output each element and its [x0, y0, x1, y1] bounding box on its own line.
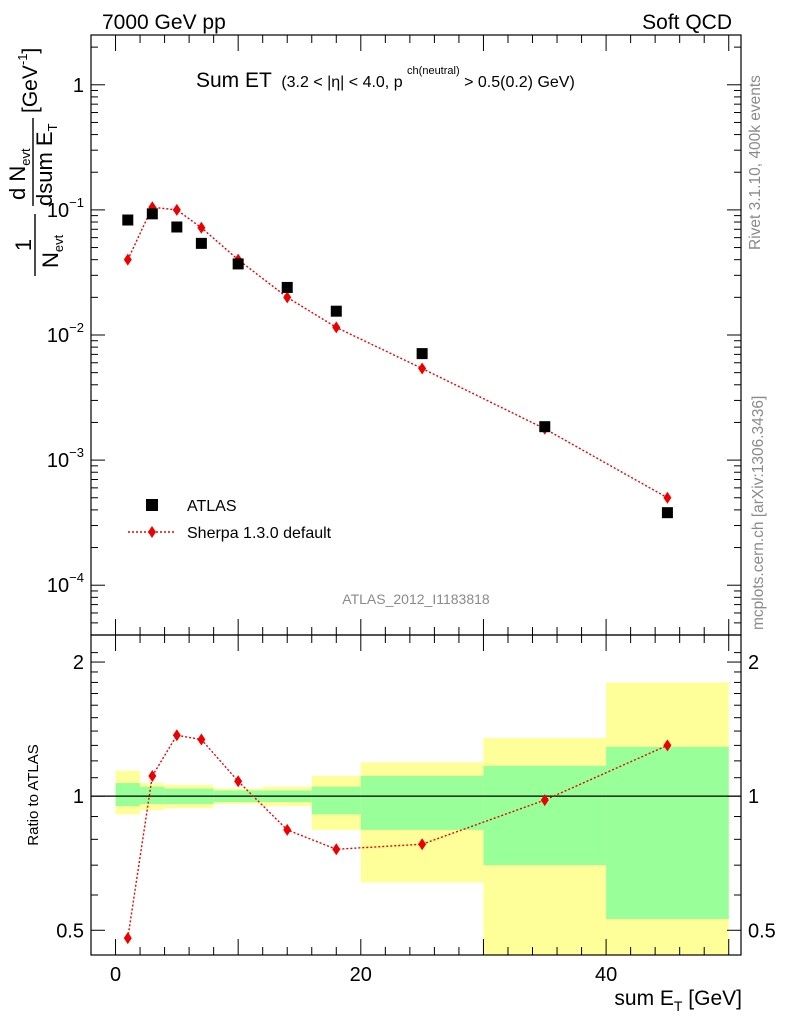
x-tick-label-2: 40 [595, 964, 617, 986]
axis-ticks [91, 35, 741, 955]
sherpa-point-2 [172, 203, 181, 216]
ratio-y-tick-label-right-1: 1 [748, 786, 759, 808]
sherpa-ratio-point-5 [283, 823, 292, 836]
band-inner-5 [311, 786, 361, 815]
main-plot-frame [90, 34, 742, 636]
ylabel-pre-num: 1 [11, 239, 36, 251]
rivet-label: Rivet 3.1.10, 400k events [747, 75, 764, 250]
sherpa-ratio-point-8 [540, 794, 549, 807]
ratio-y-tick-label-left-2: 2 [73, 652, 84, 674]
legend-sherpa-label: Sherpa 1.3.0 default [187, 525, 332, 542]
main-y-tick-label-1: 10−1 [47, 195, 84, 222]
sherpa-ratio-line [127, 734, 668, 939]
atlas-point-8 [539, 421, 551, 433]
atlas-point-2 [171, 221, 183, 233]
ylabel-den: dsum ET [32, 123, 60, 206]
header-right: Soft QCD [642, 11, 732, 34]
main-y-axis-label: 1 Nevt d Nevt dsum ET [GeV-1] [5, 48, 66, 276]
sherpa-point-0 [123, 253, 132, 266]
plot-title-main: Sum ET [196, 69, 272, 92]
sherpa-ratio-point-4 [234, 775, 243, 788]
ylabel-pre-den: Nevt [38, 234, 66, 268]
legend-atlas-marker [146, 499, 158, 511]
legend-sherpa-marker [148, 526, 156, 538]
ratio-y-tick-label-right-0: 0.5 [748, 920, 776, 942]
ratio-y-tick-label-left-1: 1 [73, 786, 84, 808]
atlas-point-4 [232, 258, 244, 270]
plot-title-cuts: (3.2 < |η| < 4.0, p [281, 74, 402, 91]
plot-title: Sum ET (3.2 < |η| < 4.0, p ch(neutral) >… [196, 61, 575, 92]
main-y-tick-label-0: 1 [73, 75, 84, 97]
legend-atlas-label: ATLAS [187, 498, 237, 515]
band-inner-6 [360, 775, 484, 830]
band-inner-8 [606, 746, 729, 919]
legend: ATLAS Sherpa 1.3.0 default [128, 498, 332, 542]
atlas-point-0 [122, 214, 134, 226]
band-inner-0 [115, 783, 141, 807]
ratio-y-tick-label-right-2: 2 [748, 652, 759, 674]
sherpa-ratio-point-3 [197, 733, 206, 746]
atlas-point-5 [281, 281, 293, 293]
band-inner-1 [140, 786, 165, 805]
data-marks [122, 201, 673, 945]
sherpa-ratio-point-0 [123, 932, 132, 945]
sherpa-ratio-point-6 [332, 843, 341, 856]
main-y-tick-label-4: 10−4 [47, 570, 84, 597]
x-tick-label-0: 0 [110, 964, 121, 986]
sherpa-point-7 [418, 362, 427, 375]
atlas-point-1 [146, 208, 158, 220]
sherpa-point-3 [197, 221, 206, 234]
sherpa-ratio-point-2 [172, 729, 181, 742]
sherpa-point-5 [283, 291, 292, 304]
ratio-y-axis-label: Ratio to ATLAS [25, 744, 42, 845]
sherpa-point-6 [332, 321, 341, 334]
mcplots-label: mcplots.cern.ch [arXiv:1306.3436] [750, 396, 767, 630]
main-y-tick-label-2: 10−2 [47, 320, 84, 347]
atlas-point-3 [195, 237, 207, 249]
header-left: 7000 GeV pp [102, 11, 226, 34]
sherpa-ratio-point-9 [663, 739, 672, 752]
sherpa-ratio-point-1 [148, 769, 157, 782]
plot-title-cuts-end: > 0.5(0.2) GeV) [464, 74, 575, 91]
ratio-uncertainty-bands [91, 682, 741, 955]
x-axis-label: sum ET [GeV] [614, 987, 742, 1014]
ratio-plot-frame [90, 634, 742, 956]
x-tick-label-1: 20 [350, 964, 372, 986]
ylabel-num: d Nevt [5, 148, 33, 200]
axis-tick-labels: 110−110−210−310−40.5 0.51 12 20 20 40 [47, 75, 776, 986]
plot-frames [90, 34, 742, 956]
band-inner-7 [483, 765, 607, 866]
sherpa-ratio-point-7 [418, 838, 427, 851]
atlas-point-7 [416, 348, 428, 360]
plot-title-sup: ch(neutral) [407, 65, 460, 77]
ratio-y-tick-label-left-0: 0.5 [56, 920, 84, 942]
atlas-point-9 [661, 507, 673, 519]
main-y-tick-label-3: 10−3 [47, 445, 84, 472]
ylabel-unit: [GeV-1] [15, 48, 42, 113]
sherpa-point-9 [663, 491, 672, 504]
atlas-point-6 [330, 305, 342, 317]
sherpa-main-line [127, 206, 668, 499]
analysis-watermark: ATLAS_2012_I1183818 [342, 591, 490, 607]
